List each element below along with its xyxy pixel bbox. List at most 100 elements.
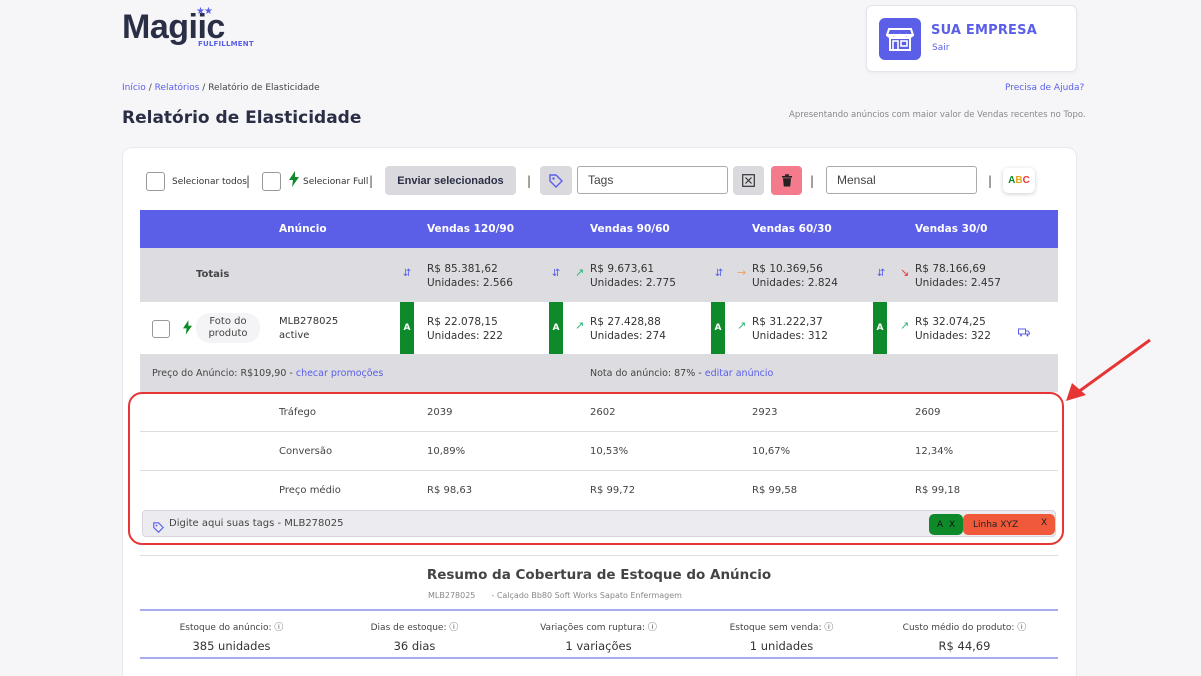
trend-up-icon: ↗ (900, 319, 910, 332)
send-selected-button[interactable]: Enviar selecionados (385, 166, 516, 195)
product-sku[interactable]: MLB278025 (279, 316, 339, 327)
grade-badge: A (873, 302, 887, 354)
company-card[interactable]: SUA EMPRESA Sair (866, 5, 1077, 72)
stat-label: Tráfego (279, 407, 317, 418)
truck-icon[interactable] (1018, 322, 1030, 341)
stat-label: Conversão (279, 446, 333, 457)
tag-chip-b-label: Linha XYZ (973, 520, 1019, 530)
trend-up-icon: ↗ (575, 319, 585, 332)
breadcrumb: Início / Relatórios / Relatório de Elast… (122, 83, 320, 93)
info-icon[interactable]: ⓘ (1017, 623, 1027, 633)
totals-cell: R$ 9.673,61 Unidades: 2.775 (590, 263, 676, 289)
listing-score: Nota do anúncio: 87% - editar anúncio (590, 368, 774, 379)
stat-value: 2923 (752, 407, 778, 418)
col-header-sales-30-0[interactable]: Vendas 30/0 (915, 223, 988, 235)
product-photo[interactable]: Foto do produto (196, 313, 260, 343)
sales-cell: R$ 31.222,37 Unidades: 312 (752, 316, 828, 342)
grade-badge: A (711, 302, 725, 354)
stat-value: 10,53% (590, 446, 629, 457)
trend-up-icon: ↗ (575, 266, 585, 279)
check-promotions-link[interactable]: checar promoções (295, 368, 384, 379)
tag-chip-line-xyz[interactable]: Linha XYZ X (963, 514, 1055, 535)
grade-badge: A (400, 302, 414, 354)
swap-icon: ⇵ (403, 268, 412, 279)
info-icon[interactable]: ⓘ (824, 623, 834, 633)
table-header: Anúncio Vendas 120/90 Vendas 90/60 Venda… (140, 210, 1058, 248)
breadcrumb-reports[interactable]: Relatórios (154, 83, 200, 93)
logout-link[interactable]: Sair (932, 43, 950, 53)
edit-listing-link[interactable]: editar anúncio (704, 368, 774, 379)
swap-icon: ⇵ (552, 268, 561, 279)
stat-label: Preço médio (279, 485, 341, 496)
stat-value: 2039 (427, 407, 453, 418)
tag-chip-a-remove[interactable]: X (949, 519, 956, 530)
col-header-sales-90-60[interactable]: Vendas 90/60 (590, 223, 670, 235)
tag-chip-b-remove[interactable]: X (1041, 518, 1048, 528)
breadcrumb-home[interactable]: Início (122, 83, 146, 93)
product-status: active (279, 330, 310, 341)
totals-row: Totais ⇵ R$ 85.381,62 Unidades: 2.566 ⇵ ↗… (140, 248, 1058, 302)
logo-stars-icon: ★★ (196, 6, 213, 17)
col-header-listing[interactable]: Anúncio (279, 223, 327, 235)
tags-input-placeholder[interactable]: Digite aqui suas tags - MLB278025 (169, 518, 344, 529)
stat-value: R$ 98,63 (427, 485, 473, 496)
info-icon[interactable]: ⓘ (647, 623, 657, 633)
tag-chip-a[interactable]: A X (929, 514, 963, 535)
annotation-arrow-icon (1060, 335, 1155, 409)
help-link[interactable]: Precisa de Ajuda? (1005, 83, 1085, 93)
select-all-checkbox[interactable] (146, 172, 165, 191)
sales-cell: R$ 22.078,15 Unidades: 222 (427, 316, 503, 342)
delete-button[interactable] (771, 166, 802, 195)
info-icon[interactable]: ⓘ (274, 623, 284, 633)
product-row[interactable]: Foto do produto MLB278025 active A R$ 22… (140, 302, 1058, 354)
col-header-sales-120-90[interactable]: Vendas 120/90 (427, 223, 515, 235)
select-full-checkbox[interactable] (262, 172, 281, 191)
stat-value: 10,89% (427, 446, 466, 457)
toolbar-separator: | (810, 174, 815, 188)
col-header-sales-60-30[interactable]: Vendas 60/30 (752, 223, 832, 235)
summary-top-line (140, 609, 1058, 611)
logo: Magiic ★★ FULFILLMENT (122, 6, 254, 48)
toolbar-separator: | (527, 174, 532, 188)
totals-cell: R$ 78.166,69 Unidades: 2.457 (915, 263, 1001, 289)
breadcrumb-current: Relatório de Elasticidade (208, 83, 320, 93)
company-name: SUA EMPRESA (931, 23, 1037, 38)
period-select[interactable]: Mensal (826, 166, 977, 194)
abc-b: B (1015, 175, 1023, 186)
stat-value: 2609 (915, 407, 941, 418)
totals-label: Totais (196, 269, 230, 280)
trend-flat-icon: → (737, 266, 747, 279)
summary-item-no-sales: Estoque sem venda: ⓘ 1 unidades (729, 623, 834, 653)
lightning-icon (183, 320, 192, 339)
totals-cell: R$ 10.369,56 Unidades: 2.824 (752, 263, 838, 289)
summary-sku: MLB278025 (428, 591, 476, 600)
page-subtitle: Apresentando anúncios com maior valor de… (789, 110, 1086, 120)
summary-bottom-line (140, 657, 1058, 659)
stat-row-conversion: Conversão 10,89% 10,53% 10,67% 12,34% (140, 432, 1058, 471)
toolbar-separator: | (369, 174, 374, 188)
section-divider (140, 555, 1058, 556)
tags-bar[interactable]: Digite aqui suas tags - MLB278025 A X Li… (142, 510, 1056, 537)
tag-filter-button[interactable] (540, 166, 572, 195)
product-checkbox[interactable] (152, 320, 170, 338)
stat-value: 10,67% (752, 446, 791, 457)
product-info: MLB278025 active (279, 315, 338, 343)
summary-product: - Calçado Bb80 Soft Works Sapato Enferma… (491, 591, 682, 600)
store-icon (879, 18, 921, 60)
grade-badge: A (549, 302, 563, 354)
abc-c: C (1022, 175, 1030, 186)
trend-up-icon: ↗ (737, 319, 747, 332)
lightning-icon (289, 171, 299, 191)
trash-icon (781, 174, 792, 187)
select-all-label: Selecionar todos (172, 177, 247, 187)
summary-item-stock: Estoque do anúncio: ⓘ 385 unidades (179, 623, 284, 653)
info-icon[interactable]: ⓘ (449, 623, 459, 633)
summary-item-avg-cost: Custo médio do produto: ⓘ R$ 44,69 (902, 623, 1027, 653)
stat-value: 2602 (590, 407, 616, 418)
highlight-outline (128, 392, 1064, 545)
clear-tags-button[interactable] (733, 166, 764, 195)
summary-item-variations: Variações com ruptura: ⓘ 1 variações (540, 623, 657, 653)
stat-value: R$ 99,72 (590, 485, 636, 496)
tags-input[interactable]: Tags (577, 166, 728, 194)
